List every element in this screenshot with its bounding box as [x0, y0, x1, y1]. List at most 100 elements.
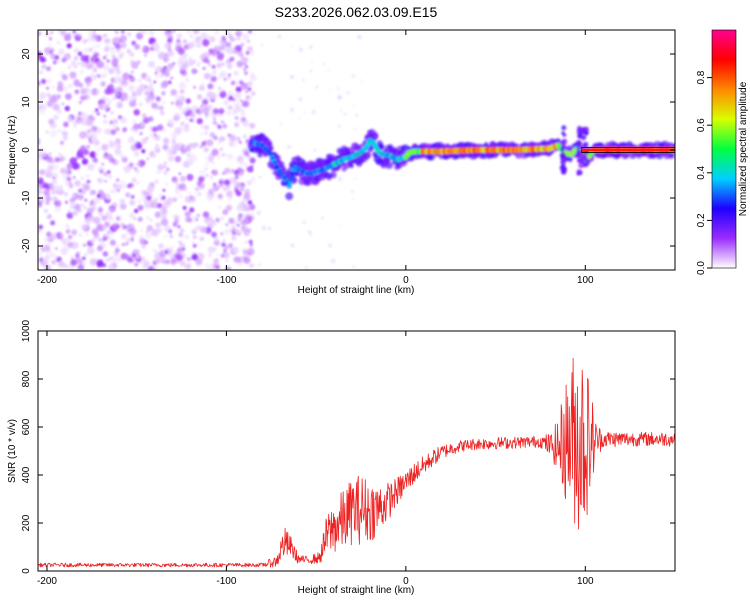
noise-speck	[146, 157, 149, 161]
noise-speck	[238, 140, 242, 144]
noise-speck	[213, 258, 220, 265]
x-tick-label: -100	[216, 576, 236, 587]
signal-spread	[585, 158, 589, 162]
noise-speck	[103, 44, 112, 53]
noise-speck	[135, 162, 139, 166]
noise-speck	[116, 143, 122, 149]
noise-speck	[76, 33, 81, 38]
noise-speck	[191, 68, 198, 75]
noise-speck	[109, 236, 112, 240]
colorbar-tick-label: 0.4	[696, 165, 707, 179]
noise-speck	[123, 166, 131, 173]
noise-speck	[185, 98, 191, 104]
signal-spread	[580, 128, 587, 135]
noise-speck	[86, 145, 90, 149]
signal-spread	[576, 158, 581, 162]
noise-speck	[86, 174, 90, 178]
noise-speck	[195, 36, 202, 43]
noise-speck	[129, 52, 135, 57]
noise-speck	[311, 60, 313, 63]
noise-speck	[114, 36, 121, 43]
noise-speck	[74, 125, 77, 128]
noise-speck	[141, 76, 146, 80]
noise-speck	[102, 63, 110, 72]
signal-spread	[561, 131, 565, 135]
noise-speck	[156, 203, 163, 209]
noise-speck	[118, 77, 123, 82]
noise-speck	[120, 30, 126, 34]
noise-speck	[108, 206, 115, 213]
noise-speck	[178, 142, 183, 147]
noise-speck	[73, 64, 78, 69]
noise-speck	[47, 251, 55, 258]
noise-speck	[216, 62, 223, 69]
noise-speck	[127, 32, 131, 36]
noise-speck	[141, 46, 146, 51]
noise-speck	[66, 43, 72, 49]
noise-speck	[70, 256, 74, 260]
noise-speck	[146, 225, 153, 232]
noise-speck	[130, 144, 139, 152]
noise-speck	[89, 61, 95, 67]
noise-speck	[108, 68, 115, 75]
noise-speck	[39, 92, 47, 100]
noise-speck	[200, 108, 203, 111]
noise-speck	[232, 246, 240, 254]
noise-speck	[87, 246, 95, 255]
noise-speck	[192, 240, 195, 244]
noise-speck	[337, 176, 343, 182]
noise-speck	[223, 99, 229, 106]
noise-speck	[204, 167, 208, 171]
noise-speck	[298, 47, 303, 52]
noise-speck	[227, 31, 232, 36]
x-tick-label: 100	[577, 275, 594, 286]
noise-speck	[198, 176, 205, 183]
noise-speck	[115, 69, 122, 75]
noise-speck	[148, 86, 152, 90]
noise-speck	[246, 247, 255, 256]
noise-speck	[110, 158, 116, 164]
noise-speck	[224, 179, 231, 186]
noise-speck	[178, 232, 184, 238]
noise-speck	[120, 42, 127, 49]
noise-speck	[218, 178, 225, 185]
noise-speck	[167, 80, 172, 85]
noise-speck	[213, 135, 219, 141]
noise-speck	[214, 30, 219, 35]
noise-speck	[249, 74, 256, 82]
noise-speck	[144, 90, 150, 96]
noise-speck	[162, 206, 166, 210]
noise-speck	[135, 168, 140, 174]
noise-speck	[40, 98, 43, 102]
noise-speck	[188, 59, 195, 66]
noise-speck	[202, 67, 206, 70]
noise-speck	[42, 152, 47, 157]
noise-speck	[287, 145, 292, 149]
noise-speck	[48, 152, 52, 156]
noise-speck	[112, 96, 116, 100]
noise-speck	[188, 56, 193, 62]
noise-speck	[89, 190, 93, 194]
noise-speck	[213, 72, 217, 76]
noise-speck	[38, 176, 41, 182]
noise-speck	[249, 243, 253, 247]
noise-speck	[67, 83, 73, 89]
noise-speck	[221, 90, 225, 93]
noise-speck	[206, 215, 213, 222]
noise-speck	[39, 70, 44, 75]
noise-speck	[108, 216, 114, 222]
colorbar: 0.0 0.2 0.4 0.6 0.8 Normalized spectral ampl…	[696, 29, 749, 275]
noise-speck	[106, 170, 111, 175]
noise-speck	[224, 167, 231, 174]
noise-speck	[228, 105, 233, 110]
noise-speck	[92, 67, 98, 73]
noise-speck	[215, 253, 219, 256]
noise-speck	[186, 173, 194, 181]
noise-speck	[216, 53, 224, 62]
noise-speck	[61, 156, 66, 161]
noise-speck	[234, 38, 237, 41]
noise-speck	[90, 136, 98, 144]
noise-speck	[208, 188, 214, 194]
noise-speck	[196, 62, 201, 67]
noise-speck	[242, 249, 248, 255]
